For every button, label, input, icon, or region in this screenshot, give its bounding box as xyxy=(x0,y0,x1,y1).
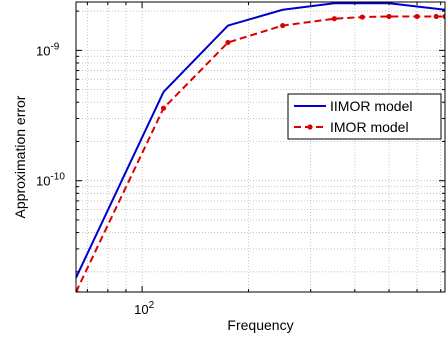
series-point-1 xyxy=(433,13,439,20)
series-point-1 xyxy=(160,105,167,111)
axes-box xyxy=(75,1,446,293)
series-point-1 xyxy=(280,22,286,29)
y-tick-label-exponent: -9 xyxy=(50,41,59,52)
x-tick-label-exponent: 2 xyxy=(149,300,155,311)
x-axis-label: Frequency xyxy=(227,317,293,333)
y-tick-label: 10-10 xyxy=(36,172,65,189)
series-line-1 xyxy=(76,15,445,292)
y-tick-label: 10-9 xyxy=(36,41,60,58)
x-tick-label: 102 xyxy=(134,300,154,317)
legend: IIMOR model IMOR model xyxy=(287,93,442,140)
series-point-1 xyxy=(331,16,337,22)
legend-box xyxy=(287,93,442,140)
series-point-1 xyxy=(76,289,79,292)
y-tick-label-base: 10 xyxy=(36,43,50,58)
x-tick-label-base: 10 xyxy=(134,302,148,317)
legend-marker-imor xyxy=(307,124,313,130)
series-point-1 xyxy=(225,39,231,46)
legend-label-imor: IMOR model xyxy=(330,119,409,135)
y-tick-label-base: 10 xyxy=(36,174,50,189)
legend-label-iimor: IIMOR model xyxy=(330,98,412,114)
y-axis-label: Approximation error xyxy=(12,95,28,218)
series-point-1 xyxy=(359,14,365,20)
y-tick-label-exponent: -10 xyxy=(50,172,65,183)
series-point-1 xyxy=(414,13,420,20)
series-1 xyxy=(76,13,445,292)
series-point-1 xyxy=(442,13,445,20)
series-point-1 xyxy=(386,13,392,20)
